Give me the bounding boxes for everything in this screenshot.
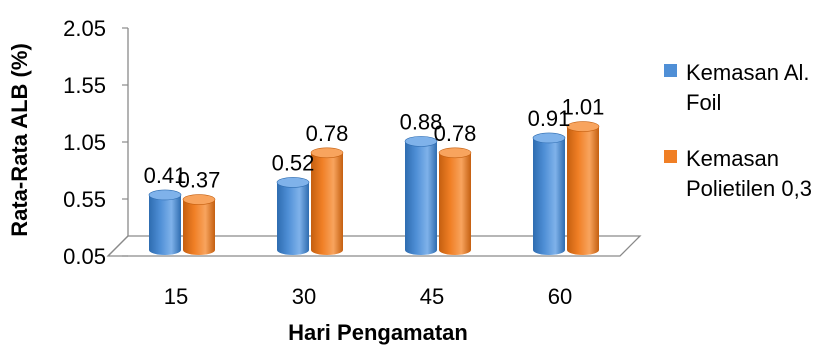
data-label: 0.78 xyxy=(306,121,349,146)
legend-label: Kemasan xyxy=(686,146,779,171)
bar-body xyxy=(183,199,215,255)
bar-top xyxy=(438,147,472,159)
bar xyxy=(404,136,438,255)
bar xyxy=(310,147,344,255)
y-tick-label: 0.55 xyxy=(63,187,106,212)
legend-swatch xyxy=(664,150,677,163)
legend-label: Foil xyxy=(686,90,721,115)
bar-body xyxy=(149,194,181,255)
bar-top xyxy=(532,132,566,144)
bar-body xyxy=(533,137,565,255)
data-label: 0.78 xyxy=(434,121,477,146)
bar xyxy=(438,147,472,255)
x-axis-title: Hari Pengamatan xyxy=(288,320,468,345)
bar-body xyxy=(405,141,437,255)
bar xyxy=(182,194,216,255)
x-tick-labels: 15 30 45 60 xyxy=(164,284,572,309)
data-label: 0.91 xyxy=(528,106,571,131)
chart-legend: Kemasan Al. Foil Kemasan Polietilen 0,3 xyxy=(664,60,812,201)
data-label: 0.88 xyxy=(400,109,443,134)
bar-top xyxy=(404,136,438,147)
bar xyxy=(532,132,566,255)
bar-top xyxy=(276,177,310,188)
bar-top xyxy=(566,121,600,132)
x-tick-label: 15 xyxy=(164,284,188,309)
bar-body xyxy=(567,126,599,255)
y-tick-label: 1.55 xyxy=(63,73,106,98)
bar-top xyxy=(182,194,216,205)
x-tick-label: 30 xyxy=(292,284,316,309)
legend-label: Polietilen 0,3 xyxy=(686,176,812,201)
data-label: 0.52 xyxy=(272,150,315,175)
bar xyxy=(276,177,310,255)
data-label: 1.01 xyxy=(562,95,605,120)
y-tick-label: 2.05 xyxy=(63,16,106,41)
bar xyxy=(566,121,600,255)
data-label: 0.37 xyxy=(178,168,221,193)
legend-item: Kemasan Polietilen 0,3 xyxy=(664,146,812,201)
y-tick-labels: 0.05 0.55 1.05 1.55 2.05 xyxy=(63,16,106,269)
chart-data-labels: 0.410.370.520.78 0.880.780.911.01 xyxy=(144,95,605,193)
bar xyxy=(148,189,182,255)
x-tick-label: 45 xyxy=(420,284,444,309)
legend-item: Kemasan Al. Foil xyxy=(664,60,810,115)
bar-body xyxy=(439,152,471,255)
chart-bars xyxy=(148,121,600,255)
bar-body xyxy=(311,152,343,255)
y-tick-label: 0.05 xyxy=(63,244,106,269)
x-tick-label: 60 xyxy=(548,284,572,309)
bar-body xyxy=(277,182,309,255)
y-axis-title: Rata-Rata ALB (%) xyxy=(7,43,32,237)
data-label: 0.41 xyxy=(144,163,187,188)
y-tick-label: 1.05 xyxy=(63,130,106,155)
legend-swatch xyxy=(664,64,677,77)
bar-top xyxy=(310,147,344,159)
chart-axes xyxy=(107,27,129,257)
legend-label: Kemasan Al. xyxy=(686,60,810,85)
bar-top xyxy=(148,189,182,201)
